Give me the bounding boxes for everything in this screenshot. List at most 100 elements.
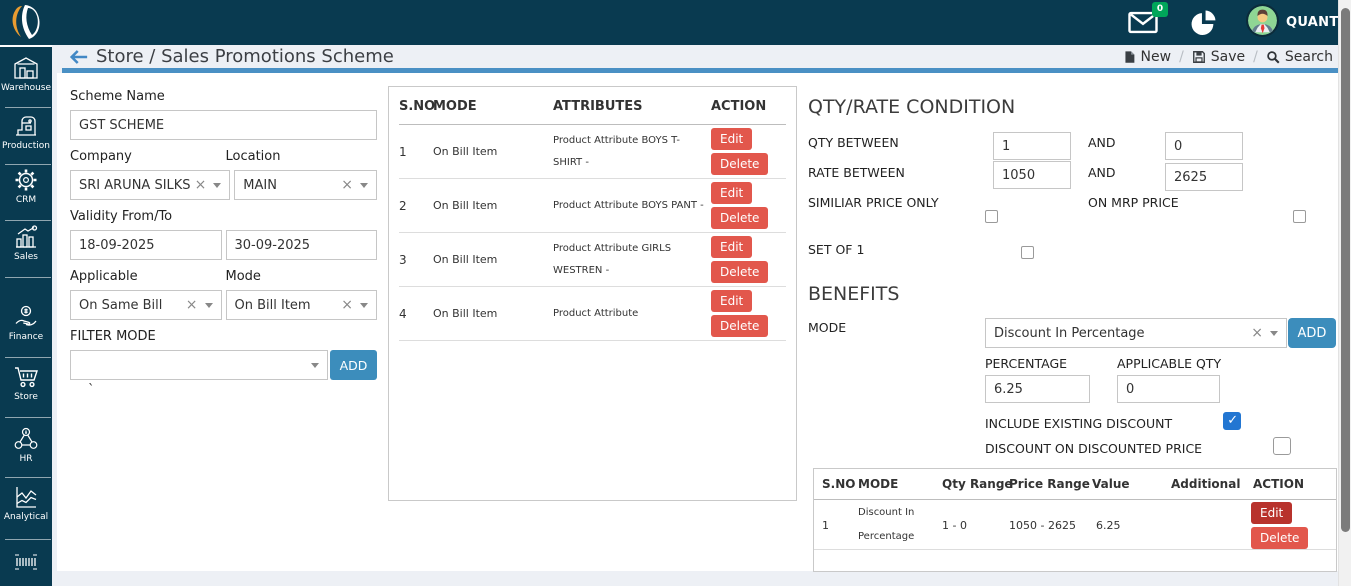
sidebar-item-crm[interactable]: CRM [0,167,52,205]
chevron-down-icon [1270,331,1278,336]
qty-between-label: QTY BETWEEN [808,135,899,150]
delete-button[interactable]: Delete [711,315,768,337]
validity-from-input[interactable] [70,230,222,260]
mode-cell: Discount In [858,507,914,518]
production-icon [0,113,52,139]
avatar[interactable] [1246,4,1279,37]
chevron-down-icon [360,183,368,188]
rate-between-label: RATE BETWEEN [808,165,905,180]
table-divider [814,549,1336,550]
rate-to-input[interactable] [1165,163,1243,191]
save-button[interactable]: Save [1192,49,1245,65]
location-select[interactable]: MAIN × [234,170,377,200]
edit-button[interactable]: Edit [711,182,752,204]
pie-chart-icon[interactable] [1190,9,1217,36]
sno-cell: 4 [399,307,433,321]
column-header: Value [1092,477,1130,491]
sidebar-divider [5,417,51,418]
edit-button[interactable]: Edit [711,128,752,150]
sidebar-item-label: Finance [0,332,52,342]
filter-mode-label: FILTER MODE [70,329,377,344]
new-button-label: New [1141,49,1172,65]
sidebar-item-sales[interactable]: Sales [0,224,52,262]
location-select-value: MAIN [243,178,337,193]
percentage-input[interactable] [985,375,1090,403]
and-label: AND [1088,165,1116,180]
set-of-checkbox[interactable] [1021,246,1034,259]
toolbar-separator: / [1253,49,1258,65]
scrollbar-track[interactable] [1338,0,1351,586]
sidebar-item-production[interactable]: Production [0,113,52,151]
column-header: S.NO [399,99,433,114]
table-row: 1 On Bill Item Product Attribute BOYS T-… [399,125,786,179]
mode-cell: On Bill Item [433,307,553,320]
clear-icon[interactable]: × [195,178,207,192]
applicable-qty-input[interactable] [1117,375,1220,403]
table-row: 3 On Bill Item Product Attribute GIRLS W… [399,233,786,287]
delete-button[interactable]: Delete [711,207,768,229]
mode-select-value: On Bill Item [235,298,338,313]
price-range-cell: 1050 - 2625 [1009,519,1076,532]
brand-logo-icon[interactable] [8,2,48,42]
sidebar-item-warehouse[interactable]: Warehouse [0,55,52,93]
clear-icon[interactable]: × [341,178,353,192]
qty-from-input[interactable] [993,132,1071,160]
rate-from-input[interactable] [993,161,1071,189]
sidebar-item-barcode[interactable] [0,549,52,577]
search-icon [1266,50,1280,64]
sidebar-item-label: HR [0,454,52,464]
filter-mode-select[interactable] [70,350,328,380]
column-header: Price Range [1009,477,1090,491]
clear-icon[interactable]: × [186,298,198,312]
applicable-select-value: On Same Bill [79,298,182,313]
column-header: MODE [858,477,898,491]
mode-select[interactable]: On Bill Item × [226,290,378,320]
mode-cell: Percentage [858,531,914,542]
qty-to-input[interactable] [1165,132,1243,160]
company-select[interactable]: SRI ARUNA SILKS × [70,170,230,200]
scrollbar-thumb[interactable] [1341,8,1350,532]
edit-button[interactable]: Edit [711,290,752,312]
table-header-row: S.NO MODE ATTRIBUTES ACTION [399,95,786,125]
sidebar-item-store[interactable]: Store [0,364,52,402]
barcode-icon [0,549,52,575]
clear-icon[interactable]: × [1251,326,1263,340]
mail-badge: 0 [1152,2,1168,17]
new-button[interactable]: New [1123,49,1172,65]
validity-to-input[interactable] [226,230,378,260]
edit-button[interactable]: Edit [1251,502,1292,524]
on-mrp-price-checkbox[interactable] [1293,210,1306,223]
search-button[interactable]: Search [1266,49,1333,65]
discount-on-discounted-checkbox[interactable] [1273,437,1291,455]
benefit-table: S.NO MODE Qty Range Price Range Value Ad… [813,468,1337,572]
sidebar-item-label: Store [0,392,52,402]
percentage-label: PERCENTAGE [985,356,1067,371]
table-row: 2 On Bill Item Product Attribute BOYS PA… [399,179,786,233]
sidebar-item-analytical[interactable]: Analytical [0,484,52,522]
app-window: 0 QUANTO [0,0,1351,586]
sidebar-item-hr[interactable]: HR [0,426,52,464]
sidebar-item-finance[interactable]: Finance [0,304,52,342]
benefit-mode-select[interactable]: Discount In Percentage × [985,318,1287,348]
finance-icon [0,304,52,330]
sidebar-item-label: Analytical [0,512,52,522]
delete-button[interactable]: Delete [1251,527,1308,549]
include-existing-discount-label: INCLUDE EXISTING DISCOUNT [985,416,1172,431]
edit-button[interactable]: Edit [711,236,752,258]
back-arrow-icon[interactable] [70,49,88,65]
similar-price-checkbox[interactable] [985,210,998,223]
company-label: Company [70,149,222,164]
top-navbar: 0 QUANTO [0,0,1338,45]
delete-button[interactable]: Delete [711,153,768,175]
include-existing-discount-checkbox[interactable] [1223,412,1241,430]
column-header: ACTION [1253,477,1304,491]
cart-icon [0,364,52,390]
scheme-name-input[interactable] [70,110,377,140]
applicable-select[interactable]: On Same Bill × [70,290,222,320]
clear-icon[interactable]: × [341,298,353,312]
validity-label: Validity From/To [70,209,377,224]
benefit-add-button[interactable]: ADD [1288,318,1336,348]
filter-add-button[interactable]: ADD [330,350,377,380]
delete-button[interactable]: Delete [711,261,768,283]
column-header: Additional [1171,477,1240,491]
